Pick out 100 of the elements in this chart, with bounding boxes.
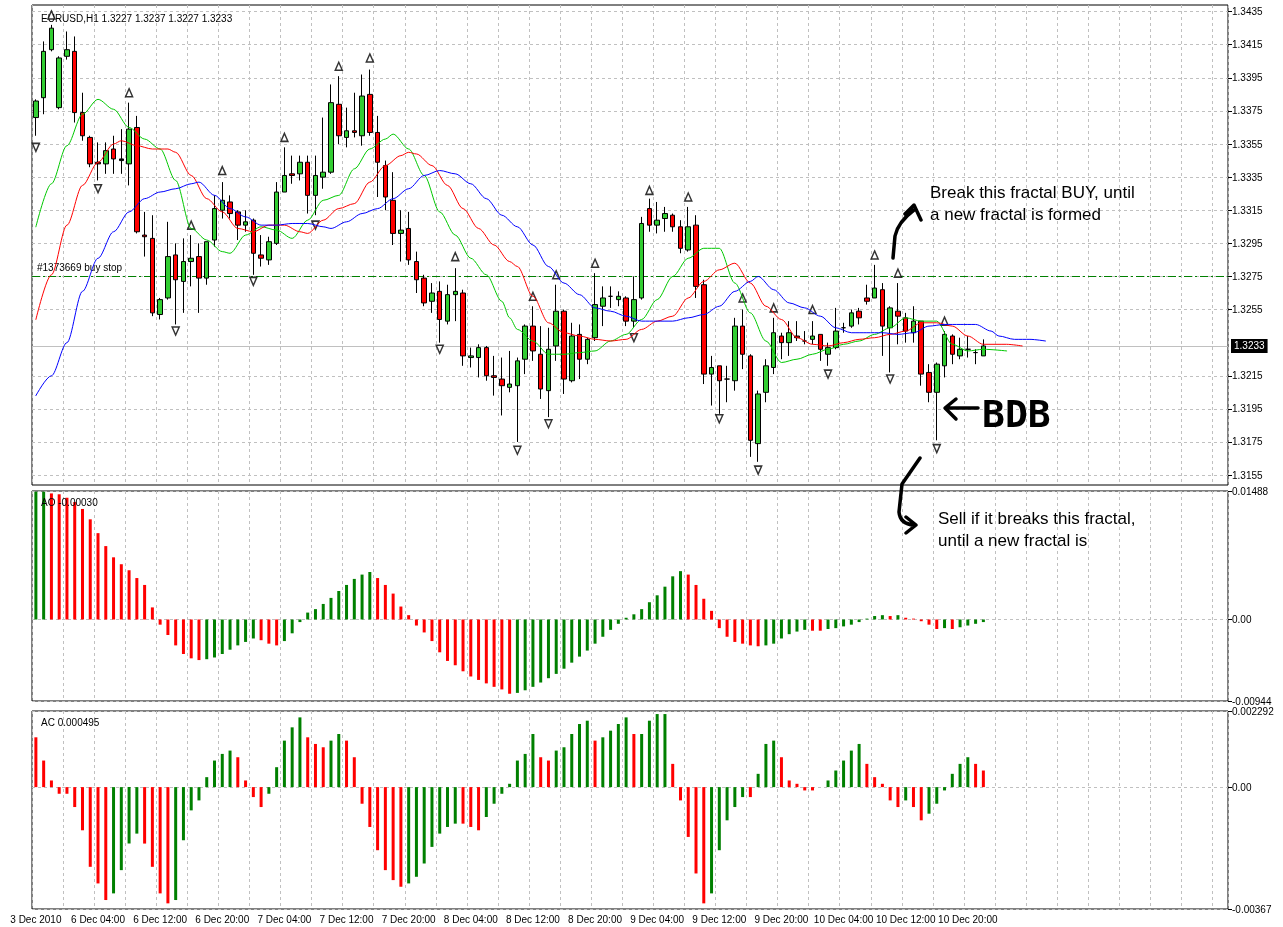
point bbox=[249, 276, 258, 287]
point bbox=[870, 250, 879, 260]
bar bbox=[414, 619, 418, 626]
bar bbox=[407, 787, 411, 884]
candlestick bbox=[786, 320, 792, 357]
candlestick bbox=[499, 357, 505, 416]
bar bbox=[213, 619, 217, 658]
candlestick bbox=[538, 325, 543, 400]
point bbox=[435, 344, 444, 355]
y-tick-label: 1.3435 bbox=[1232, 6, 1264, 18]
bar bbox=[42, 760, 46, 788]
bar bbox=[803, 787, 807, 791]
bar bbox=[150, 607, 154, 620]
bar bbox=[236, 757, 240, 788]
annotation: Sell if it breaks this fractal, until a new fractal is bbox=[938, 508, 1136, 550]
candlestick bbox=[763, 358, 769, 403]
y-tick-label: 0.01488 bbox=[1232, 485, 1269, 497]
bar bbox=[748, 619, 752, 646]
text: EURUSD,H1 1.3227 1.3237 1.3227 1.3233 bbox=[41, 12, 233, 24]
bar bbox=[857, 619, 861, 623]
bar bbox=[585, 720, 589, 788]
bar bbox=[733, 619, 737, 642]
bar bbox=[609, 619, 613, 630]
bar bbox=[896, 787, 900, 808]
point bbox=[93, 183, 103, 194]
candlestick bbox=[973, 348, 978, 365]
x-tick-label: 6 Dec 12:00 bbox=[133, 913, 188, 925]
candlestick bbox=[181, 237, 186, 314]
candlestick bbox=[150, 214, 155, 317]
bar bbox=[710, 610, 714, 620]
bar bbox=[135, 578, 139, 620]
bar bbox=[368, 787, 372, 827]
bar bbox=[694, 787, 698, 874]
bar bbox=[616, 619, 620, 624]
point bbox=[365, 53, 375, 63]
bar bbox=[888, 616, 892, 620]
point bbox=[932, 443, 942, 454]
bar bbox=[345, 740, 349, 788]
bar bbox=[717, 787, 721, 851]
candlestick bbox=[693, 214, 699, 299]
bar bbox=[282, 619, 286, 642]
bar bbox=[267, 619, 271, 644]
point bbox=[124, 87, 134, 98]
bar bbox=[554, 750, 558, 788]
y-tick-label: 1.3175 bbox=[1232, 436, 1264, 448]
candlestick bbox=[678, 219, 683, 254]
bar bbox=[251, 619, 255, 639]
bar bbox=[492, 787, 496, 804]
candlestick bbox=[794, 320, 800, 342]
x-tick-label: 3 Dec 2010 bbox=[10, 913, 62, 925]
bar bbox=[546, 619, 550, 679]
bar bbox=[826, 619, 830, 629]
candlestick bbox=[592, 272, 598, 342]
candlestick bbox=[72, 35, 77, 124]
bar bbox=[593, 740, 597, 788]
bar bbox=[500, 787, 504, 794]
bar bbox=[640, 733, 644, 788]
bar bbox=[764, 619, 768, 646]
candlestick bbox=[631, 275, 637, 329]
bar bbox=[34, 737, 38, 788]
bar bbox=[678, 571, 682, 620]
bar bbox=[539, 619, 543, 683]
bar bbox=[329, 597, 333, 620]
candlestick bbox=[981, 338, 986, 357]
bar bbox=[80, 508, 84, 620]
bar bbox=[166, 787, 170, 904]
candlestick bbox=[196, 242, 202, 314]
bar bbox=[360, 574, 364, 620]
bar bbox=[368, 572, 372, 620]
x-tick-label: 10 Dec 04:00 bbox=[813, 913, 874, 925]
candlestick bbox=[173, 242, 178, 325]
candlestick bbox=[266, 236, 272, 266]
bar bbox=[127, 787, 131, 844]
bar bbox=[376, 578, 380, 620]
bar bbox=[88, 787, 92, 867]
candlestick bbox=[553, 284, 559, 362]
bar bbox=[422, 787, 426, 864]
bar bbox=[96, 533, 100, 620]
bar bbox=[974, 763, 978, 788]
candlestick bbox=[709, 355, 714, 407]
bar bbox=[958, 619, 962, 628]
candlestick bbox=[849, 309, 854, 329]
candlestick bbox=[491, 355, 497, 397]
bar bbox=[671, 763, 675, 788]
bar bbox=[492, 619, 496, 687]
point bbox=[645, 185, 654, 196]
x-tick-label: 7 Dec 12:00 bbox=[319, 913, 374, 925]
bar bbox=[321, 603, 325, 620]
bar bbox=[943, 787, 947, 791]
candlestick bbox=[204, 241, 209, 286]
point bbox=[31, 142, 41, 153]
bar bbox=[290, 727, 294, 788]
bar bbox=[601, 619, 605, 637]
bar bbox=[865, 763, 869, 788]
bar bbox=[725, 619, 729, 637]
bar bbox=[935, 787, 939, 804]
x-tick-label: 7 Dec 20:00 bbox=[381, 913, 437, 925]
bar bbox=[741, 787, 745, 798]
bar bbox=[508, 783, 512, 788]
candlestick bbox=[80, 92, 85, 142]
